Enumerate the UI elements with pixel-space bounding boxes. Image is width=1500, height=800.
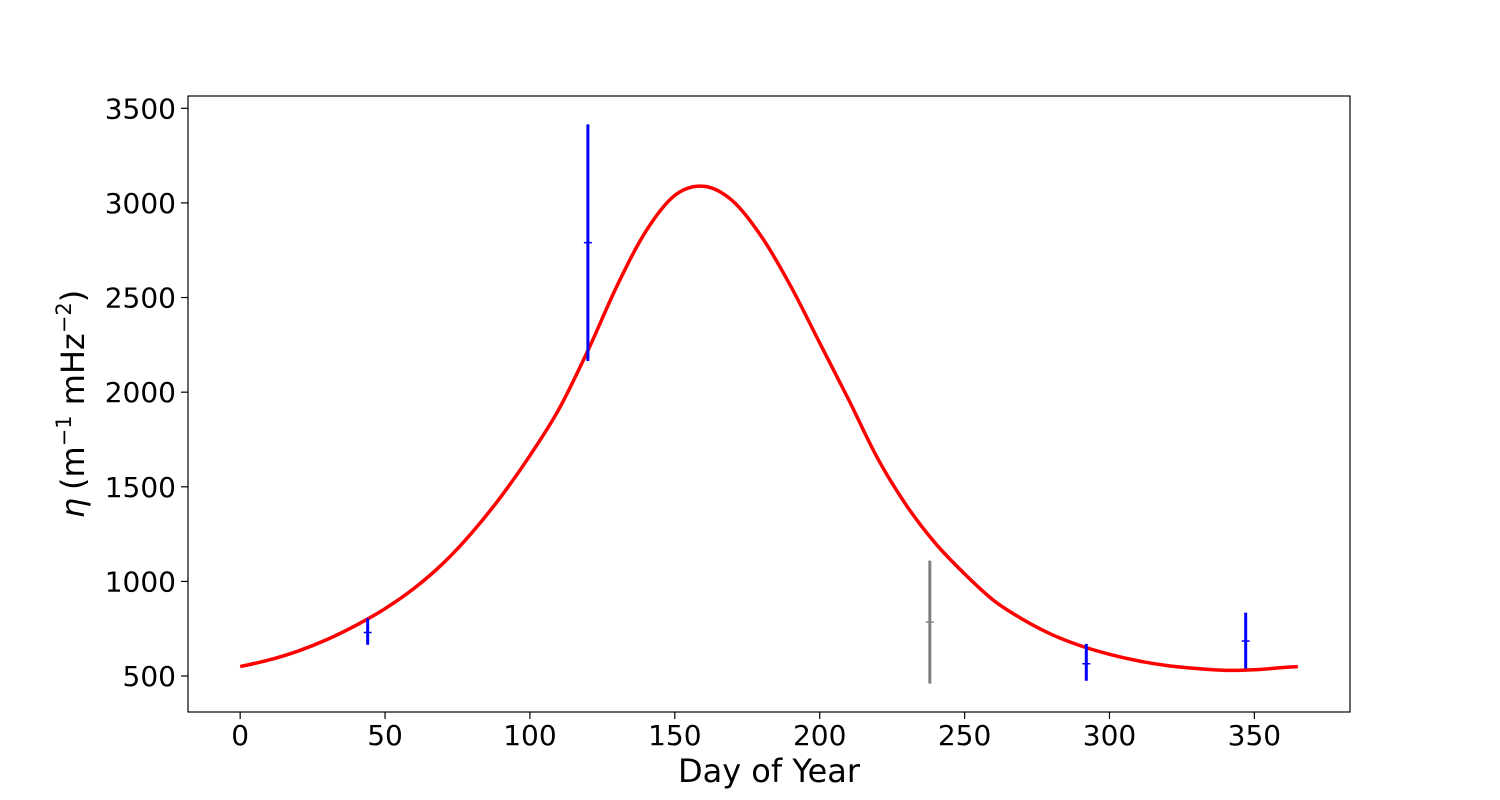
- x-tick-label: 150: [648, 719, 701, 752]
- x-tick-label: 0: [231, 719, 249, 752]
- y-tick-label: 1500: [105, 471, 176, 504]
- y-axis-label-exp1: −1: [52, 415, 76, 446]
- y-axis-label-units-close: ): [54, 290, 92, 302]
- y-tick-label: 1000: [105, 565, 176, 598]
- y-axis-label: η (m−1 mHz−2): [52, 290, 92, 519]
- y-tick-label: 500: [123, 660, 176, 693]
- error-bars-layer: [363, 124, 1250, 684]
- y-axis-label-units-open: (m: [54, 446, 92, 490]
- x-tick-label: 100: [503, 719, 556, 752]
- x-tick-label: 200: [793, 719, 846, 752]
- plot-area: [188, 96, 1350, 712]
- x-tick-label: 350: [1228, 719, 1281, 752]
- y-axis-label-symbol: η: [54, 498, 92, 518]
- plot-frame: [187, 95, 1351, 713]
- x-tick-label: 300: [1083, 719, 1136, 752]
- y-axis-label-units-mid: mHz: [54, 333, 92, 415]
- y-axis-label-exp2: −2: [52, 302, 76, 333]
- x-axis-label: Day of Year: [678, 752, 861, 790]
- fit-curve-layer: [239, 184, 1298, 673]
- x-axis: 0 50 100 150 200 250 300 350: [231, 712, 1281, 752]
- y-tick-label: 2500: [105, 282, 176, 315]
- y-tick-label: 2000: [105, 376, 176, 409]
- fit-curve: [239, 184, 1298, 673]
- y-tick-label: 3500: [105, 92, 176, 125]
- y-axis: 500 1000 1500 2000 2500 3000 3500: [105, 92, 188, 693]
- x-tick-label: 50: [367, 719, 403, 752]
- y-tick-label: 3000: [105, 187, 176, 220]
- x-tick-label: 250: [938, 719, 991, 752]
